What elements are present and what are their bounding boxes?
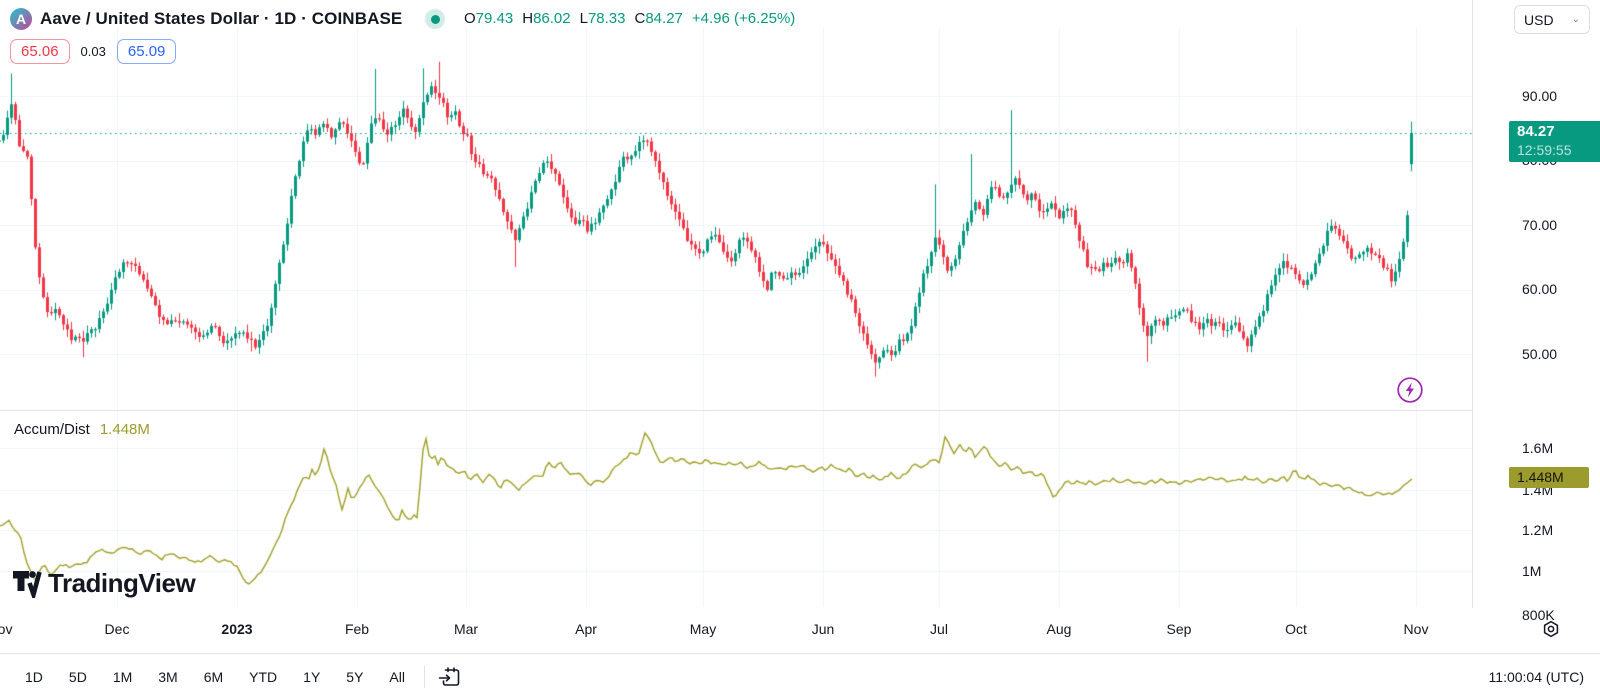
last-price-badge: 84.27 12:59:55 <box>1509 121 1600 162</box>
price-axis[interactable]: 90.0080.0070.0060.0050.001.6M1.4M1.2M1M8… <box>1473 0 1600 653</box>
indicator-axis-label: 1M <box>1522 563 1542 579</box>
time-axis-label: Oct <box>1285 621 1307 637</box>
time-axis-label: Sep <box>1166 621 1192 637</box>
time-axis-label: Jul <box>930 621 948 637</box>
indicator-value-badge: 1.448M <box>1509 467 1589 488</box>
price-axis-border <box>1472 0 1473 653</box>
indicator-axis-label: 1.2M <box>1522 522 1554 538</box>
tradingview-wordmark: TradingView <box>48 568 196 598</box>
aave-logo-icon: A <box>10 8 32 30</box>
ohlc-item: C84.27 <box>634 10 683 27</box>
time-axis-label: 2023 <box>221 621 253 637</box>
time-axis-label: Mar <box>453 621 479 637</box>
range-buttons: 1D 5D 1M 3M 6M YTD 1Y 5Y All <box>16 663 414 691</box>
live-stream-dot-icon <box>425 9 445 29</box>
go-to-date-button[interactable] <box>435 663 464 691</box>
time-axis-label: Nov <box>0 621 13 637</box>
axis-settings-button[interactable] <box>1541 619 1561 644</box>
time-axis-label: Nov <box>1403 621 1429 637</box>
ask-price-button[interactable]: 65.09 <box>116 39 177 64</box>
price-axis-label: 70.00 <box>1522 217 1558 233</box>
price-chart-canvas[interactable] <box>0 0 1472 612</box>
indicator-value: 1.448M <box>99 421 150 438</box>
range-button-1y[interactable]: 1Y <box>294 663 329 691</box>
bar-countdown: 12:59:55 <box>1517 142 1572 158</box>
time-axis-label: Aug <box>1046 621 1072 637</box>
symbol-title[interactable]: Aave / United States Dollar · 1D · COINB… <box>40 9 403 28</box>
indicator-axis-label: 800K <box>1522 607 1555 623</box>
indicator-name: Accum/Dist <box>14 421 90 438</box>
currency-label: USD <box>1524 11 1554 28</box>
indicator-legend[interactable]: Accum/Dist 1.448M <box>14 421 150 438</box>
lightning-icon <box>1397 377 1423 403</box>
tradingview-watermark: TradingView <box>12 568 196 599</box>
quick-trade-lightning-button[interactable] <box>1396 376 1424 404</box>
toolbar-divider <box>423 665 425 688</box>
range-button-5y[interactable]: 5Y <box>337 663 372 691</box>
bottom-toolbar: 1D 5D 1M 3M 6M YTD 1Y 5Y All 11:00:04 (UTC) <box>0 653 1600 699</box>
ohlc-item: L78.33 <box>579 10 626 27</box>
chevron-down-icon: ⌄ <box>1571 14 1580 25</box>
range-button-1d[interactable]: 1D <box>16 663 52 691</box>
price-axis-label: 90.00 <box>1522 88 1558 104</box>
range-button-3m[interactable]: 3M <box>149 663 186 691</box>
time-axis-label: May <box>689 621 717 637</box>
pane-separator[interactable] <box>0 410 1600 411</box>
live-dot <box>430 14 440 24</box>
time-axis-label: Dec <box>104 621 130 637</box>
currency-dropdown[interactable]: USD ⌄ <box>1514 5 1590 34</box>
time-axis-label: Jun <box>811 621 835 637</box>
ohlc-item: O79.43 <box>464 10 514 27</box>
gear-icon <box>1543 620 1559 638</box>
last-price-value: 84.27 <box>1517 123 1555 140</box>
price-axis-label: 60.00 <box>1522 281 1558 297</box>
range-button-1m[interactable]: 1M <box>104 663 141 691</box>
spread-value: 0.03 <box>80 44 106 59</box>
time-axis-label: Apr <box>575 621 597 637</box>
bid-ask-row: 65.06 0.03 65.09 <box>10 39 177 64</box>
price-axis-label: 50.00 <box>1522 346 1558 362</box>
range-button-all[interactable]: All <box>380 663 414 691</box>
range-button-6m[interactable]: 6M <box>195 663 232 691</box>
symbol-header: A Aave / United States Dollar · 1D · COI… <box>0 0 1470 38</box>
indicator-axis-label: 1.6M <box>1522 440 1554 456</box>
range-button-ytd[interactable]: YTD <box>240 663 286 691</box>
ohlc-values: O79.43 H86.02 L78.33 C84.27 +4.96 (+6.25%) <box>464 10 795 27</box>
ohlc-item: H86.02 <box>522 10 571 27</box>
time-axis[interactable]: Nov Dec 2023 Feb Mar Apr May Jun Jul Aug Sep Oct Nov <box>0 608 1600 653</box>
calendar-goto-icon <box>438 666 460 686</box>
tradingview-logo-icon <box>13 570 42 598</box>
time-axis-label: Feb <box>344 621 370 637</box>
bid-price-button[interactable]: 65.06 <box>10 39 70 64</box>
utc-clock[interactable]: 11:00:04 (UTC) <box>1488 668 1584 685</box>
price-change: +4.96 (+6.25%) <box>691 10 796 27</box>
range-button-5d[interactable]: 5D <box>60 663 96 691</box>
